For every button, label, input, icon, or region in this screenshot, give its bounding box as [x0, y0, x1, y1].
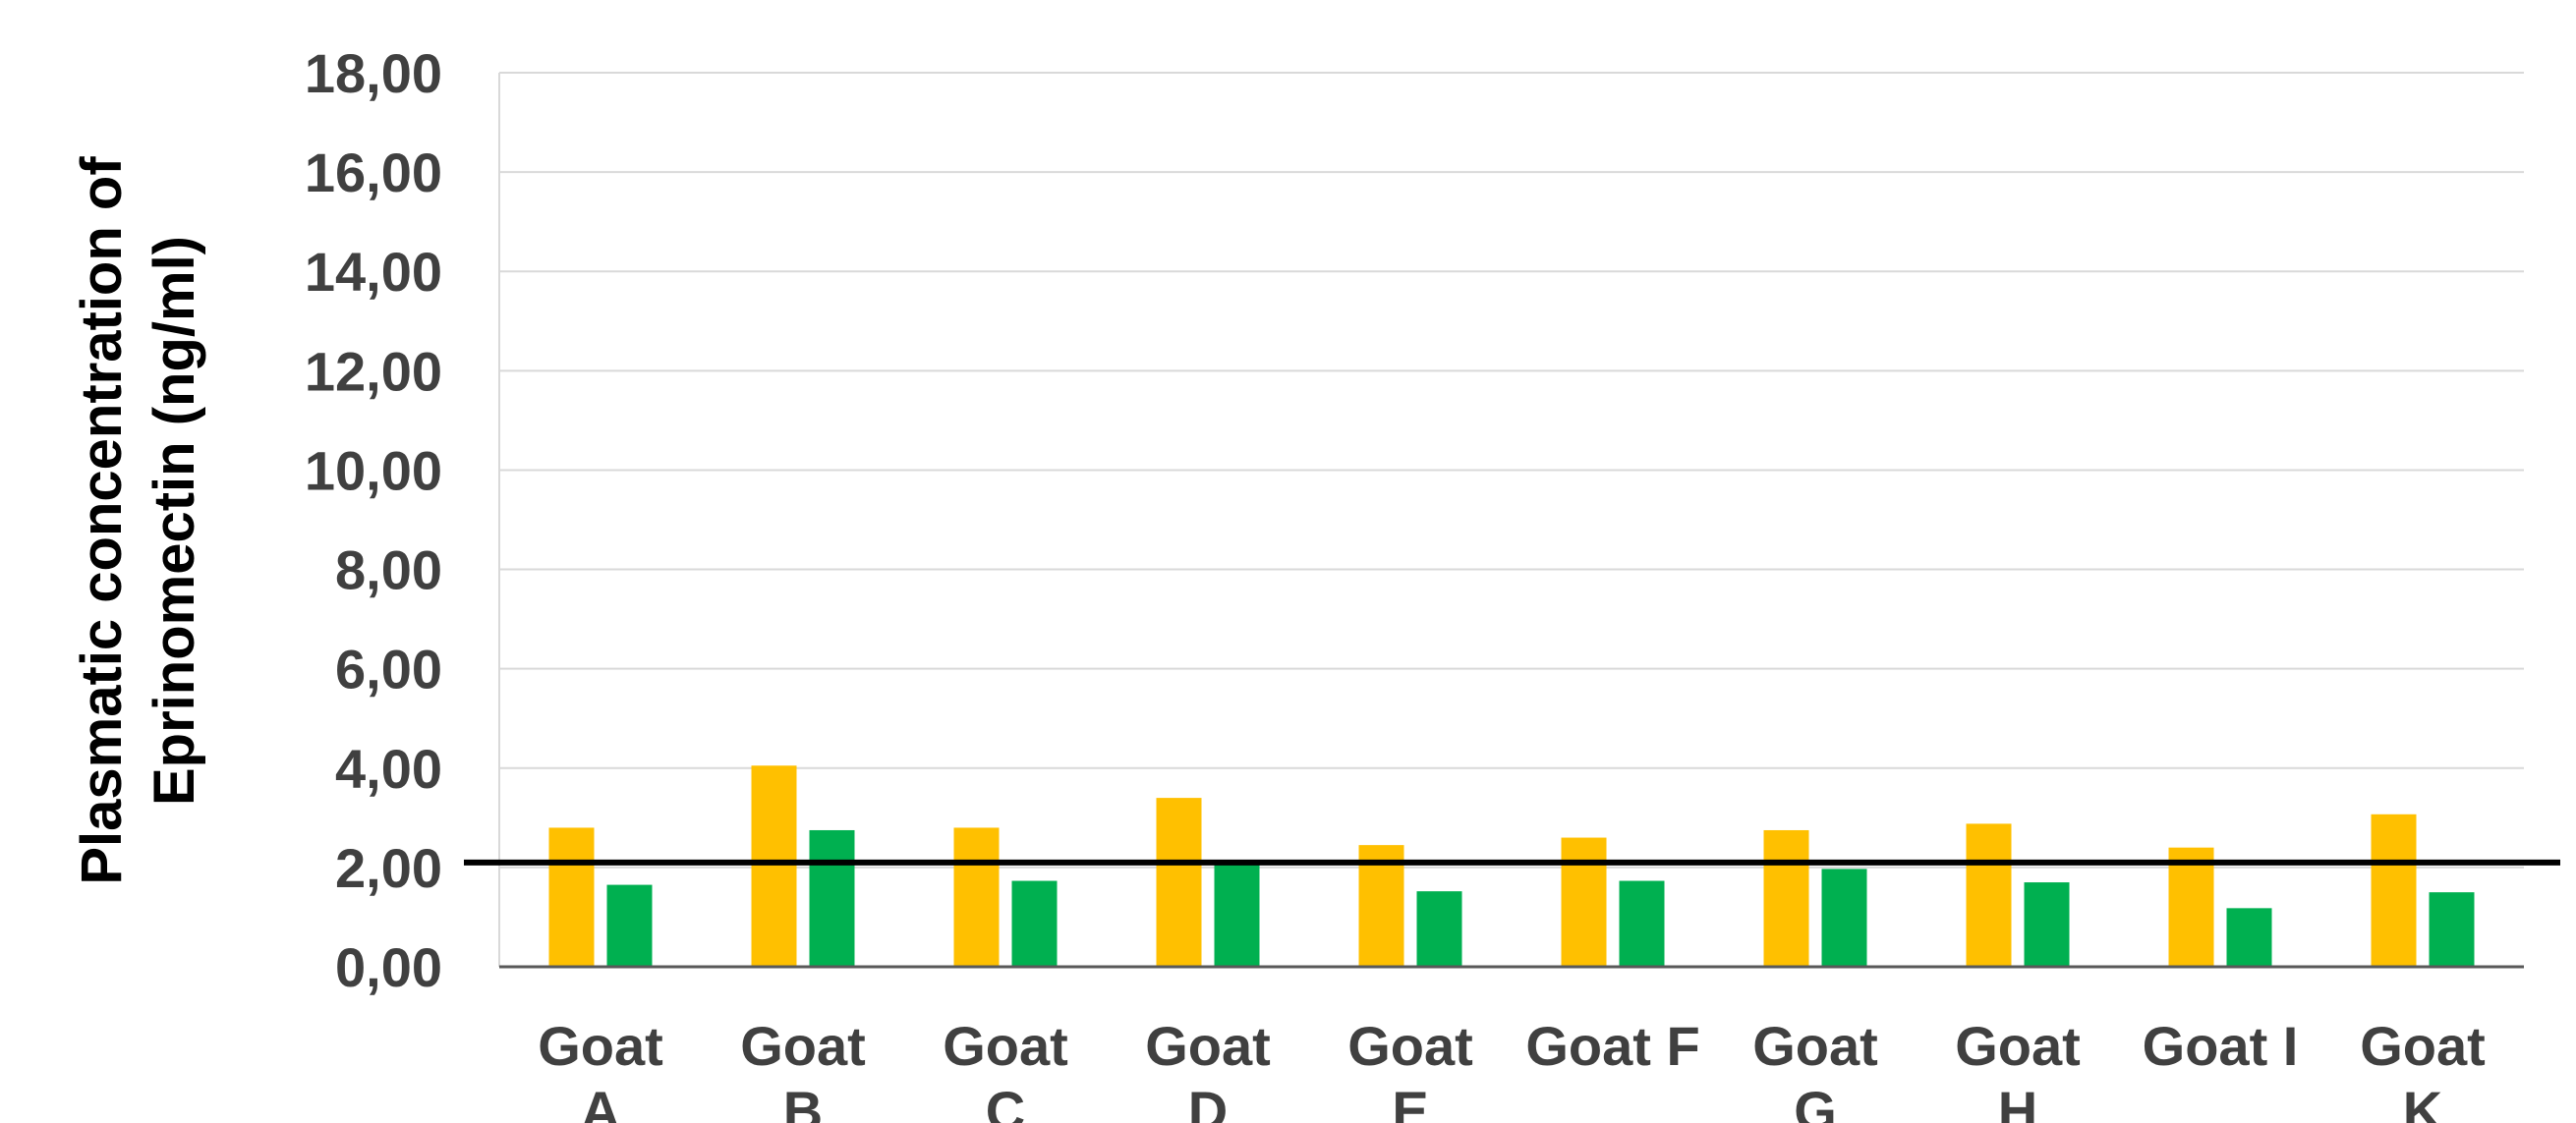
axes [498, 73, 2524, 969]
x-category-label-line: Goat [1955, 1015, 2081, 1077]
x-category-label: Goat F [1525, 1015, 1699, 1077]
y-tick-label: 2,00 [335, 837, 442, 899]
x-category-label: Goat I [2143, 1015, 2299, 1077]
bar-series-2-cat-2 [809, 829, 855, 967]
x-category-label-line: Goat F [1525, 1015, 1699, 1077]
x-category-label-line: Goat [1752, 1015, 1878, 1077]
gridlines [499, 72, 2524, 869]
x-category-label-line: B [783, 1080, 823, 1123]
x-category-label-line: Goat [1145, 1015, 1271, 1077]
y-tick-label: 10,00 [305, 439, 442, 501]
bars [548, 765, 2475, 967]
y-tick-label: 4,00 [335, 738, 442, 800]
bar-series-1-cat-2 [751, 765, 797, 967]
bar-series-1-cat-9 [2168, 847, 2214, 967]
x-category-label: Goat A [538, 1015, 663, 1123]
x-category-label: Goat C [943, 1015, 1068, 1123]
x-category-label: Goat G [1752, 1015, 1878, 1123]
y-tick-label: 6,00 [335, 639, 442, 701]
x-category-label-line: Goat [740, 1015, 866, 1077]
x-category-label-line: G [1794, 1080, 1837, 1123]
bar-series-2-cat-7 [1821, 869, 1867, 967]
y-tick-label: 14,00 [305, 241, 442, 303]
x-category-label-line: Goat [538, 1015, 663, 1077]
bar-series-2-cat-9 [2226, 908, 2272, 967]
bar-series-1-cat-7 [1763, 829, 1809, 967]
y-tick-label: 0,00 [335, 936, 442, 998]
y-tick-label: 8,00 [335, 539, 442, 601]
y-axis-title: Plasmatic concentration of Eprinomectin (… [70, 156, 206, 885]
x-category-label-line: Goat I [2143, 1015, 2299, 1077]
bar-series-2-cat-1 [606, 884, 653, 967]
bar-series-1-cat-10 [2371, 814, 2417, 967]
y-axis-title-line: Plasmatic concentration of [70, 156, 134, 885]
bar-series-1-cat-4 [1156, 798, 1202, 967]
x-category-label-line: Goat [943, 1015, 1068, 1077]
x-category-label: Goat B [740, 1015, 866, 1123]
x-category-label-line: E [1392, 1080, 1428, 1123]
x-category-label-line: A [581, 1080, 620, 1123]
x-category-label-line: Goat [1347, 1015, 1473, 1077]
y-axis-title-text: Plasmatic concentration of Eprinomectin (… [70, 156, 206, 885]
bar-series-2-cat-5 [1416, 891, 1462, 967]
bar-series-1-cat-8 [1966, 823, 2012, 967]
bar-series-2-cat-3 [1011, 880, 1058, 967]
x-category-label: Goat E [1347, 1015, 1473, 1123]
y-tick-label: 18,00 [305, 42, 442, 104]
y-axis-ticks: 0,00 2,00 4,00 6,00 8,00 10,00 12,00 14,00 16,00… [305, 42, 442, 998]
bar-series-2-cat-8 [2024, 882, 2070, 967]
x-category-label: Goat K [2360, 1015, 2486, 1123]
x-category-label-line: D [1188, 1080, 1228, 1123]
x-category-label-line: Goat [2360, 1015, 2486, 1077]
bar-series-1-cat-3 [953, 827, 1000, 967]
bar-series-1-cat-1 [548, 827, 595, 967]
y-tick-label: 12,00 [305, 340, 442, 402]
y-tick-label: 16,00 [305, 141, 442, 203]
y-axis-title-line: Eprinomectin (ng/ml) [143, 236, 206, 806]
x-category-label-line: C [986, 1080, 1025, 1123]
bar-series-2-cat-4 [1214, 865, 1260, 967]
x-category-label-line: K [2403, 1080, 2442, 1123]
x-category-label-line: H [1998, 1080, 2037, 1123]
bar-series-2-cat-10 [2429, 892, 2475, 967]
x-category-label: Goat D [1145, 1015, 1271, 1123]
bar-series-1-cat-6 [1561, 837, 1607, 967]
bar-series-2-cat-6 [1619, 880, 1665, 967]
x-category-label: Goat H [1955, 1015, 2081, 1123]
